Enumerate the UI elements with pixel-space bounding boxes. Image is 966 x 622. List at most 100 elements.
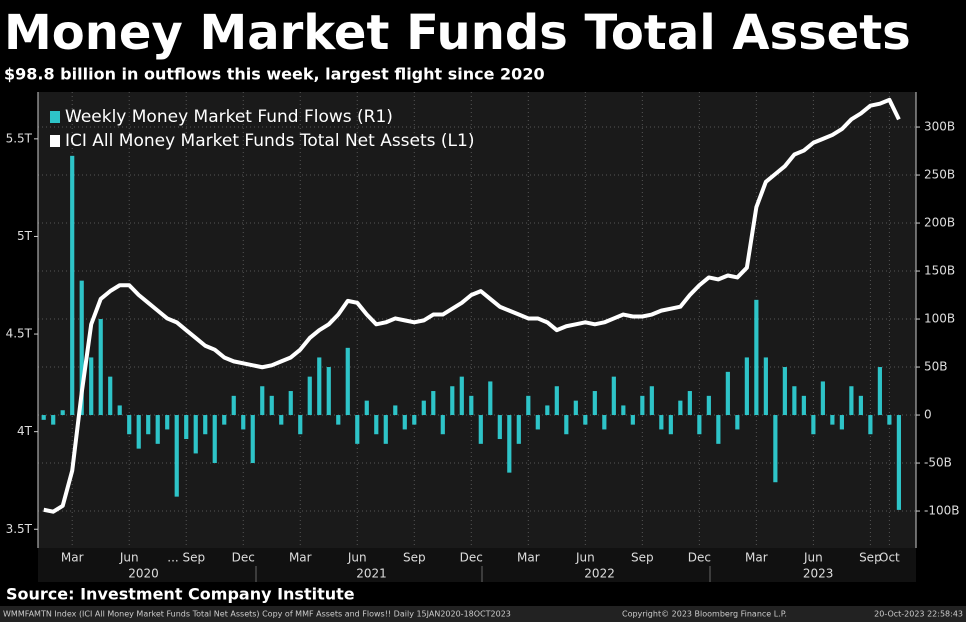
bar bbox=[697, 415, 702, 435]
bar bbox=[687, 391, 692, 416]
legend-label: ICI All Money Market Funds Total Net Ass… bbox=[65, 131, 474, 151]
bar bbox=[858, 395, 863, 416]
bar bbox=[868, 415, 873, 435]
y-tick-label: 4.5T bbox=[6, 327, 33, 341]
year-label: 2020 bbox=[128, 567, 159, 581]
y2-tick-label: 300B bbox=[924, 120, 955, 134]
bar bbox=[773, 415, 778, 483]
bar bbox=[193, 415, 198, 454]
x-tick-label: Jun bbox=[119, 551, 139, 565]
bar bbox=[602, 415, 607, 430]
bar bbox=[212, 415, 217, 464]
y2-tick-label: 100B bbox=[924, 312, 955, 326]
x-tick-label: Jun bbox=[575, 551, 595, 565]
bar bbox=[60, 410, 65, 416]
bar bbox=[754, 299, 759, 416]
x-tick-label: Dec bbox=[232, 551, 255, 565]
footer: Copyright© 2023 Bloomberg Finance L.P. bbox=[622, 610, 787, 619]
x-tick-label: Sep bbox=[859, 551, 882, 565]
bar bbox=[526, 395, 531, 416]
y2-tick-label: 50B bbox=[924, 360, 948, 374]
bar bbox=[345, 347, 350, 416]
bar bbox=[307, 376, 312, 416]
bar bbox=[516, 415, 521, 444]
bar bbox=[155, 415, 160, 444]
x-tick-label: Jun bbox=[347, 551, 367, 565]
x-tick-label: Mar bbox=[289, 551, 312, 565]
bar bbox=[507, 415, 512, 473]
bar bbox=[640, 395, 645, 416]
bar bbox=[839, 415, 844, 430]
bar bbox=[402, 415, 407, 430]
bar bbox=[811, 415, 816, 435]
bar bbox=[592, 391, 597, 416]
bar bbox=[497, 415, 502, 440]
plot-area bbox=[38, 92, 916, 548]
bar bbox=[801, 395, 806, 416]
legend-swatch bbox=[50, 135, 60, 147]
bar bbox=[478, 415, 483, 444]
y2-tick-label: 150B bbox=[924, 264, 955, 278]
year-label: 2023 bbox=[803, 567, 834, 581]
x-tick-label: Sep bbox=[403, 551, 426, 565]
bar bbox=[269, 395, 274, 416]
bar bbox=[583, 415, 588, 425]
subtitle: $98.8 billion in outflows this week, lar… bbox=[4, 65, 545, 84]
bar bbox=[564, 415, 569, 435]
bar bbox=[203, 415, 208, 435]
bar bbox=[355, 415, 360, 444]
bar bbox=[250, 415, 255, 464]
source: Source: Investment Company Institute bbox=[6, 585, 355, 604]
bar bbox=[326, 367, 331, 416]
bar bbox=[649, 386, 654, 416]
x-tick-label: Mar bbox=[61, 551, 84, 565]
bar bbox=[260, 386, 265, 416]
y-tick-label: 5T bbox=[17, 229, 33, 243]
bar bbox=[117, 405, 122, 416]
bar bbox=[383, 415, 388, 444]
bar bbox=[364, 400, 369, 416]
bar bbox=[621, 405, 626, 416]
x-tick-label: ... Sep bbox=[167, 551, 205, 565]
bar bbox=[231, 395, 236, 416]
footer: 20-Oct-2023 22:58:43 bbox=[874, 610, 963, 619]
y2-tick-label: 250B bbox=[924, 168, 955, 182]
bar bbox=[820, 381, 825, 416]
chart-title: Money Market Funds Total Assets bbox=[4, 5, 911, 61]
bar bbox=[174, 415, 179, 497]
bar bbox=[317, 357, 322, 416]
x-tick-label: Sep bbox=[631, 551, 654, 565]
bar bbox=[488, 381, 493, 416]
bar bbox=[459, 376, 464, 416]
bar bbox=[782, 367, 787, 416]
bar bbox=[136, 415, 141, 449]
bar bbox=[70, 155, 75, 416]
bar bbox=[79, 280, 84, 416]
x-tick-label: Oct bbox=[879, 551, 900, 565]
bar bbox=[393, 405, 398, 416]
y2-tick-label: -100B bbox=[924, 504, 959, 518]
bar bbox=[440, 415, 445, 435]
bar bbox=[222, 415, 227, 425]
bar bbox=[127, 415, 132, 435]
bar bbox=[412, 415, 417, 425]
x-tick-label: Mar bbox=[745, 551, 768, 565]
x-tick-label: Jun bbox=[803, 551, 823, 565]
bar bbox=[535, 415, 540, 430]
y-tick-label: 5.5T bbox=[6, 131, 33, 145]
x-tick-label: Dec bbox=[460, 551, 483, 565]
bar bbox=[450, 386, 455, 416]
bar bbox=[849, 386, 854, 416]
bar bbox=[336, 415, 341, 425]
line bbox=[43, 97, 901, 514]
bar bbox=[51, 415, 56, 425]
bar bbox=[630, 415, 635, 425]
bar bbox=[184, 415, 189, 440]
legend-swatch bbox=[50, 111, 60, 123]
bar bbox=[545, 405, 550, 416]
bar bbox=[573, 400, 578, 416]
y2-tick-label: -50B bbox=[924, 456, 952, 470]
y-tick-label: 3.5T bbox=[6, 522, 33, 536]
bar bbox=[98, 319, 103, 416]
